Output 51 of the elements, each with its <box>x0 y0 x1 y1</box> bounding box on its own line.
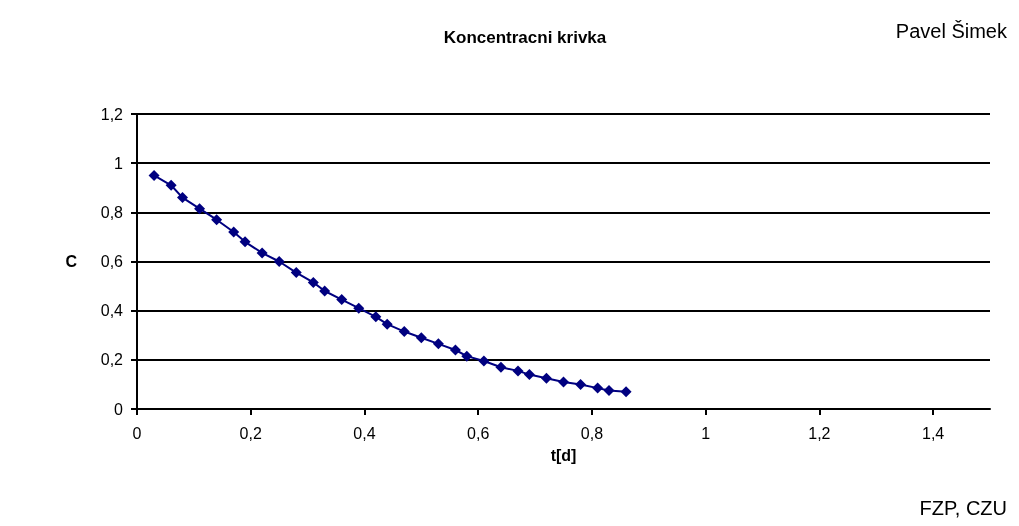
x-tick-label: 0,4 <box>353 424 376 442</box>
point <box>558 376 569 388</box>
point <box>148 169 160 181</box>
point <box>256 247 268 259</box>
point <box>449 344 461 356</box>
point <box>370 311 382 323</box>
point <box>540 372 552 384</box>
y-tick-label: 1 <box>114 154 124 172</box>
point <box>523 369 535 381</box>
point <box>290 267 302 279</box>
y-axis-title: C <box>65 253 78 270</box>
point <box>415 332 427 344</box>
point <box>495 361 507 373</box>
x-tick-label: 1 <box>701 424 711 442</box>
point <box>398 326 410 338</box>
point <box>336 294 348 306</box>
point <box>512 365 524 377</box>
y-tick-label: 0,4 <box>100 302 124 320</box>
point <box>461 350 473 362</box>
point <box>592 382 604 394</box>
y-tick-label: 0 <box>114 400 124 418</box>
y-tick-label: 0,2 <box>100 351 124 369</box>
point <box>239 236 251 248</box>
x-tick-label: 0,8 <box>580 424 604 442</box>
point <box>194 203 206 215</box>
x-tick-label: 0,6 <box>467 424 490 442</box>
y-tick-label: 0,6 <box>100 253 124 270</box>
point <box>165 179 177 191</box>
point <box>620 386 632 398</box>
point <box>307 276 319 288</box>
point <box>319 285 331 297</box>
point <box>211 214 223 226</box>
point <box>575 378 587 390</box>
x-tick-label: 0 <box>132 424 142 442</box>
point <box>381 318 393 330</box>
point <box>478 355 490 367</box>
point <box>432 338 444 350</box>
chart-title: Koncentracni krivka <box>443 28 607 47</box>
point <box>603 385 615 397</box>
x-tick-label: 1,4 <box>922 424 945 442</box>
point <box>353 302 365 314</box>
y-tick-label: 0,8 <box>100 203 124 221</box>
point <box>176 192 188 204</box>
text: Pavel Šimek <box>895 20 1007 43</box>
point <box>228 226 240 238</box>
x-axis-title: t[d] <box>550 446 577 464</box>
y-tick-label: 1,2 <box>100 105 124 123</box>
text: FZP, CZU <box>919 497 1007 520</box>
x-tick-label: 1,2 <box>808 424 831 442</box>
point <box>273 256 285 267</box>
x-tick-label: 0,2 <box>239 424 262 442</box>
